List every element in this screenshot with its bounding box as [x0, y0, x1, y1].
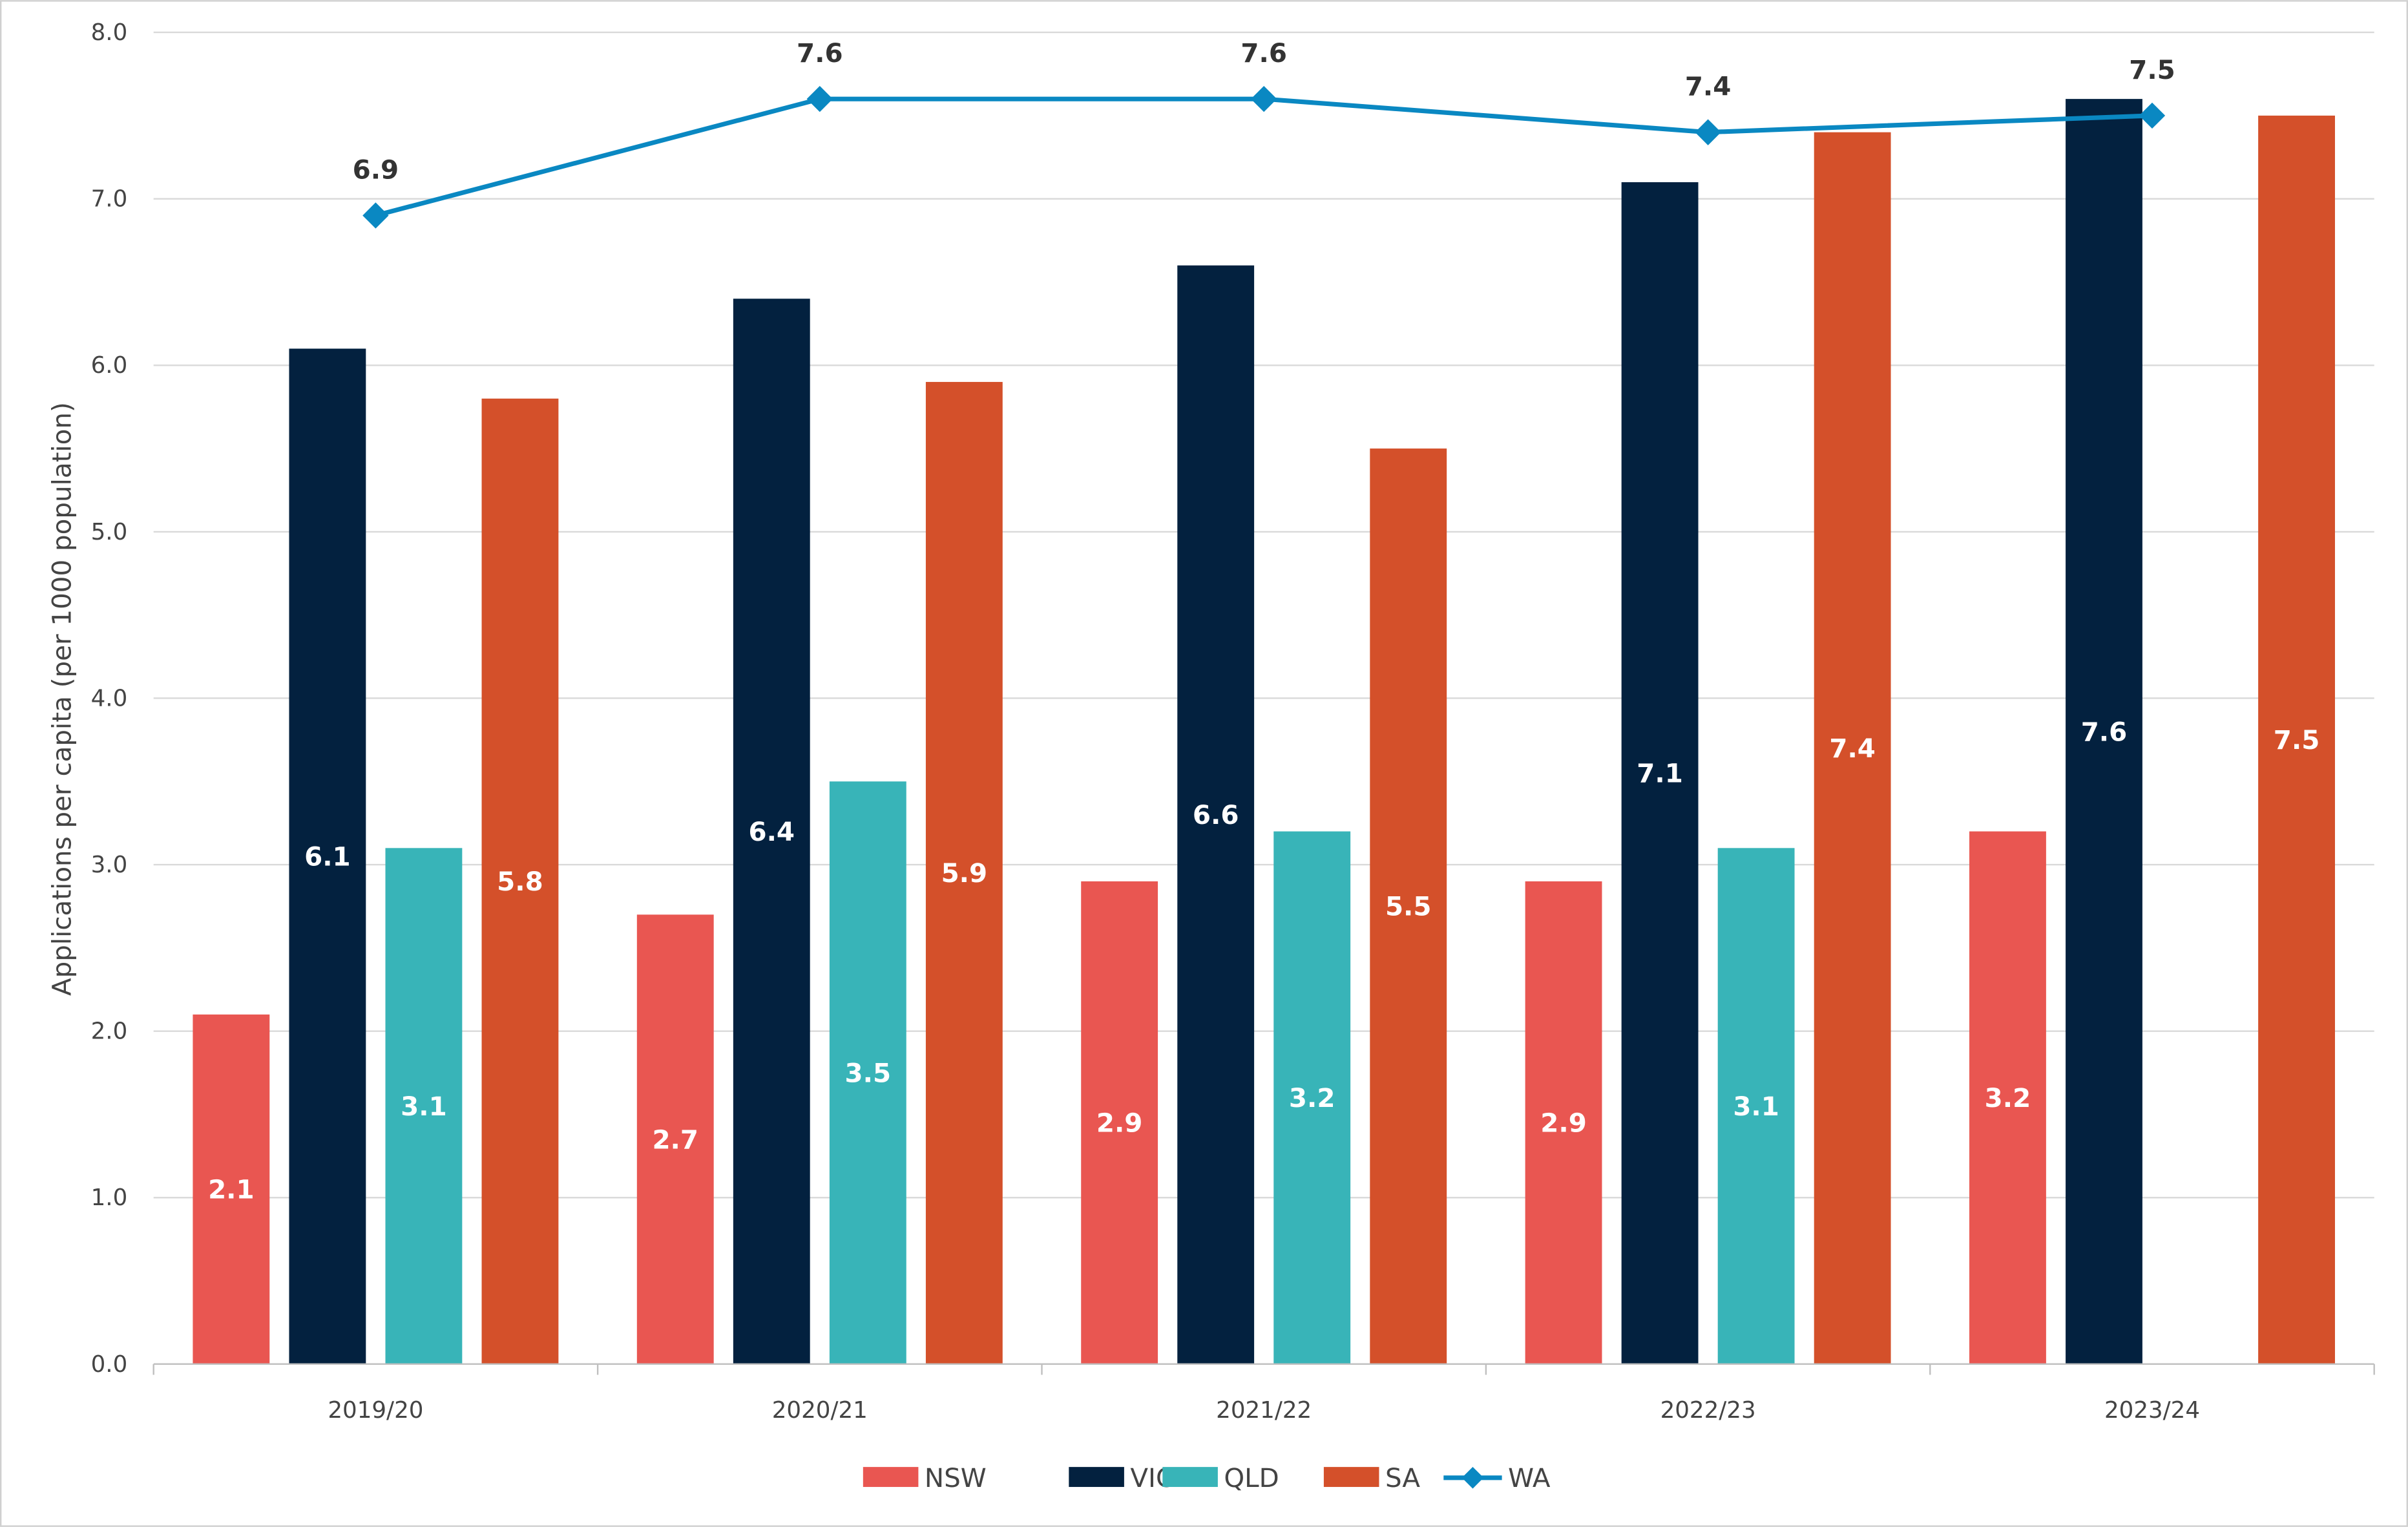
legend-label: QLD — [1224, 1462, 1279, 1493]
data-label: 5.9 — [941, 858, 988, 889]
bar-sa — [1370, 448, 1447, 1364]
legend-swatch — [1323, 1467, 1379, 1488]
legend-label: WA — [1508, 1462, 1551, 1493]
y-tick-label: 3.0 — [91, 852, 128, 878]
data-label: 3.5 — [845, 1057, 892, 1088]
data-label: 3.1 — [401, 1091, 447, 1122]
data-label: 6.6 — [1193, 799, 1239, 830]
x-tick-label: 2022/23 — [1660, 1397, 1756, 1424]
bar-sa — [2258, 115, 2335, 1364]
y-tick-label: 0.0 — [91, 1351, 128, 1378]
line-marker — [362, 202, 389, 229]
data-label: 6.1 — [304, 841, 351, 872]
x-tick-label: 2021/22 — [1216, 1397, 1312, 1424]
bar-sa — [481, 398, 559, 1364]
data-label: 7.4 — [1829, 733, 1876, 764]
data-label: 2.9 — [1096, 1108, 1143, 1139]
data-label: 2.1 — [208, 1174, 255, 1205]
data-label: 7.6 — [797, 37, 843, 68]
bar-qld — [385, 848, 463, 1364]
legend-marker — [1461, 1466, 1484, 1489]
data-label: 6.9 — [353, 154, 399, 185]
bar-nsw — [636, 914, 714, 1364]
bar-nsw — [193, 1014, 270, 1364]
y-tick-label: 1.0 — [91, 1185, 128, 1211]
data-label: 2.7 — [652, 1124, 698, 1155]
data-label: 5.8 — [497, 866, 543, 897]
legend-label: NSW — [925, 1462, 987, 1493]
data-label: 7.4 — [1685, 71, 1732, 102]
data-label: 3.2 — [1985, 1082, 2031, 1113]
data-label: 3.2 — [1289, 1082, 1335, 1113]
legend-swatch — [1162, 1467, 1218, 1488]
legend-label: SA — [1385, 1462, 1420, 1493]
bar-qld — [829, 781, 906, 1364]
x-tick-label: 2019/20 — [328, 1397, 423, 1424]
y-axis-label: Applications per capita (per 1000 popula… — [46, 402, 77, 996]
bar-vic — [289, 348, 366, 1364]
bar-vic — [733, 299, 810, 1364]
bar-vic — [2066, 99, 2142, 1364]
y-tick-label: 5.0 — [91, 519, 128, 545]
bar-nsw — [1081, 881, 1158, 1364]
data-label: 7.5 — [2129, 54, 2175, 85]
bar-nsw — [1969, 831, 2046, 1364]
data-label: 7.5 — [2274, 724, 2320, 755]
legend-swatch — [1069, 1467, 1124, 1488]
data-label: 7.1 — [1637, 758, 1683, 789]
data-label: 7.6 — [2081, 716, 2128, 747]
data-label: 2.9 — [1540, 1108, 1587, 1139]
data-label: 5.5 — [1385, 891, 1432, 922]
y-tick-label: 7.0 — [91, 186, 128, 213]
line-marker — [806, 85, 833, 112]
bar-sa — [1814, 132, 1891, 1364]
bar-vic — [1177, 265, 1255, 1364]
bar-qld — [1273, 831, 1351, 1364]
data-label: 7.6 — [1241, 37, 1287, 68]
y-tick-label: 8.0 — [91, 19, 128, 46]
data-label: 6.4 — [748, 816, 795, 847]
bar-nsw — [1525, 881, 1602, 1364]
y-tick-label: 4.0 — [91, 685, 128, 711]
legend-swatch — [863, 1467, 919, 1488]
y-tick-label: 6.0 — [91, 352, 128, 379]
data-label: 3.1 — [1733, 1091, 1779, 1122]
x-tick-label: 2023/24 — [2104, 1397, 2200, 1424]
y-tick-label: 2.0 — [91, 1018, 128, 1045]
bar-qld — [1717, 848, 1795, 1364]
bar-vic — [1621, 182, 1699, 1364]
bar-sa — [925, 382, 1003, 1364]
x-tick-label: 2020/21 — [772, 1397, 868, 1424]
